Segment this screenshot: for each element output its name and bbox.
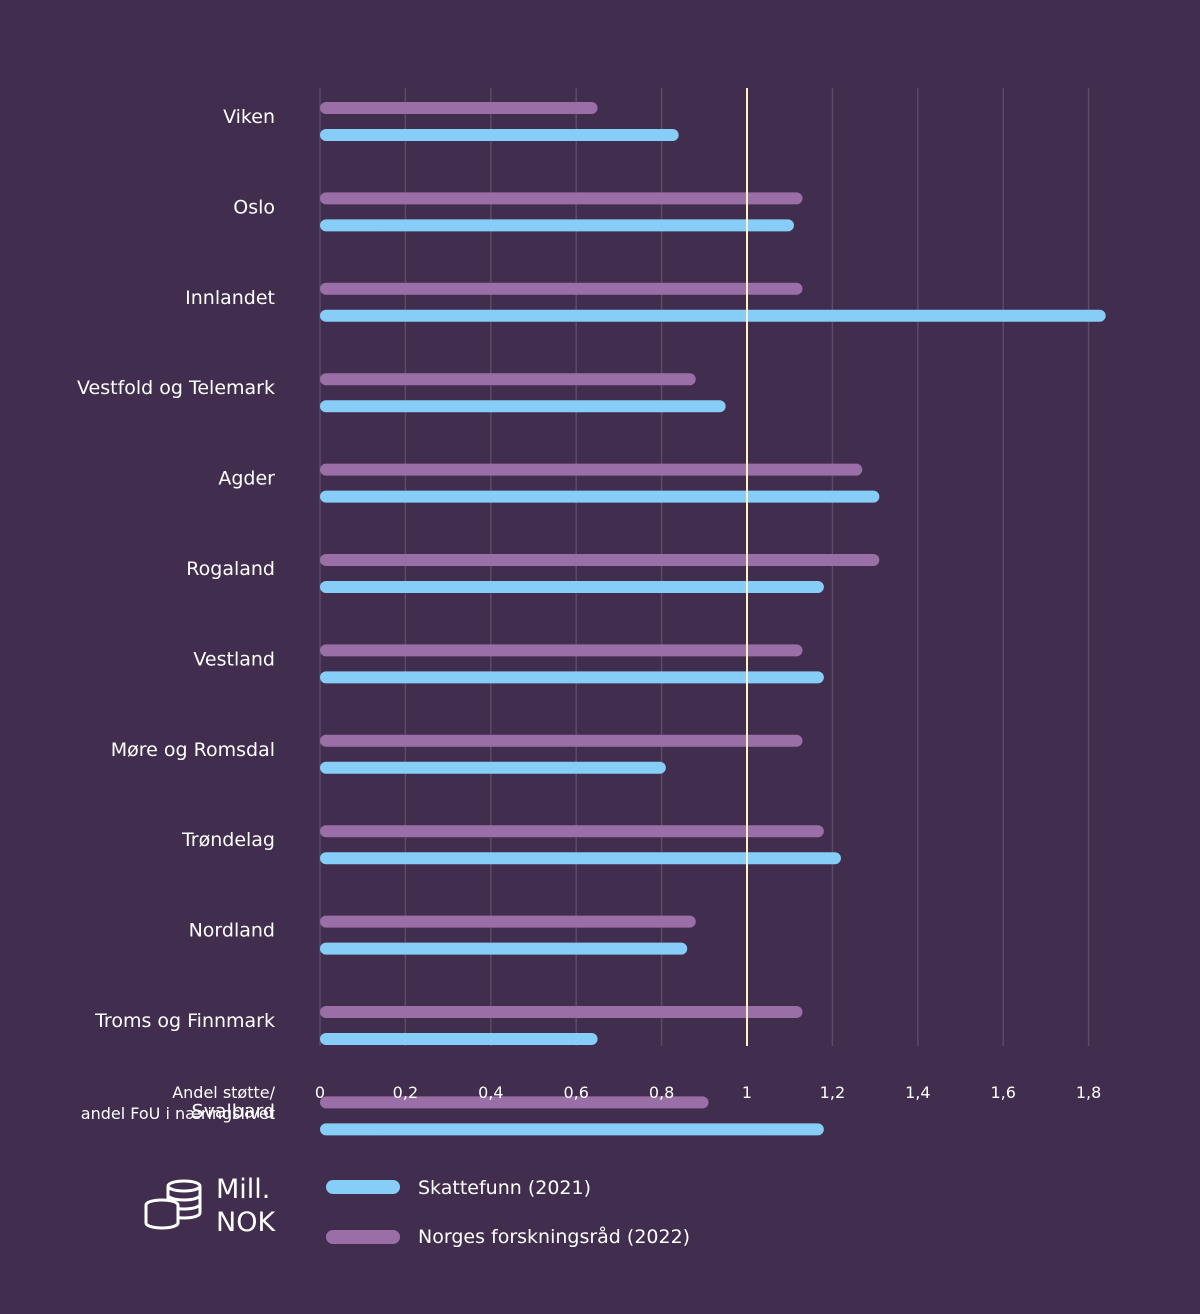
tick-label: 1,8: [1076, 1083, 1101, 1102]
tick-label: 0: [315, 1083, 325, 1102]
category-label: Nordland: [189, 920, 275, 942]
bar: [320, 463, 863, 476]
category-label: Oslo: [233, 196, 275, 218]
tick-labels: 0 0,2 0,4 0,6 0,8 1 1,2 1,4 1,6 1,8: [315, 1083, 1101, 1102]
category-label: Agder: [218, 468, 275, 490]
bars: [320, 102, 1106, 1136]
bar: [320, 671, 824, 684]
category-label: Svalbard: [192, 1100, 275, 1122]
coins-icon: [144, 1179, 202, 1230]
bar: [320, 825, 824, 838]
bar: [320, 915, 696, 928]
legend-swatch-skattefunn: [326, 1180, 400, 1194]
bar: [320, 554, 880, 566]
bar: [320, 282, 803, 295]
bar: [320, 644, 803, 657]
legend-label-forskningsrad: Norges forskningsråd (2022): [418, 1225, 690, 1248]
grid-lines: [319, 88, 1090, 1046]
bar: [320, 734, 803, 747]
category-label: Rogaland: [186, 558, 275, 580]
tick-label: 0,2: [393, 1083, 418, 1102]
tick-label: 1: [742, 1083, 752, 1102]
bar: [320, 192, 803, 205]
bar: [320, 129, 679, 141]
unit-label-line-2: NOK: [216, 1207, 276, 1238]
bar: [320, 1033, 598, 1045]
tick-label: 0,8: [649, 1083, 674, 1102]
unit-label-line-1: Mill.: [216, 1174, 270, 1205]
category-label: Vestfold og Telemark: [77, 377, 275, 399]
bar: [320, 761, 666, 774]
tick-label: 1,4: [905, 1083, 930, 1102]
x-axis-title-line-1: Andel støtte/: [172, 1083, 275, 1102]
x-axis-title-line-2: andel FoU i næringslivet: [81, 1104, 275, 1123]
bar: [320, 490, 880, 503]
bar: [320, 1123, 824, 1136]
category-labels: Viken Oslo Innlandet Vestfold og Telemark Ag…: [77, 106, 275, 1122]
bar: [320, 1006, 803, 1018]
bar: [320, 1096, 709, 1109]
category-label: Innlandet: [185, 287, 275, 309]
tick-label: 0,6: [563, 1083, 588, 1102]
bar: [320, 373, 696, 386]
bar: [320, 581, 824, 593]
tick-label: 0,4: [478, 1083, 503, 1102]
bar: [320, 942, 688, 955]
category-label: Viken: [223, 106, 275, 128]
bar: [320, 852, 841, 865]
bar: [320, 309, 1106, 322]
bar: [320, 102, 598, 114]
legend-swatch-forskningsrad: [326, 1230, 400, 1244]
category-label: Møre og Romsdal: [111, 739, 275, 761]
category-label: Trøndelag: [181, 829, 275, 851]
tick-label: 1,2: [820, 1083, 845, 1102]
category-label: Troms og Finnmark: [94, 1010, 275, 1032]
category-label: Vestland: [193, 648, 275, 670]
legend-label-skattefunn: Skattefunn (2021): [418, 1177, 591, 1199]
legend: Mill. NOK Skattefunn (2021) Norges forsk…: [144, 1174, 690, 1248]
bar: [320, 400, 726, 413]
tick-label: 1,6: [990, 1083, 1015, 1102]
bar: [320, 219, 794, 232]
